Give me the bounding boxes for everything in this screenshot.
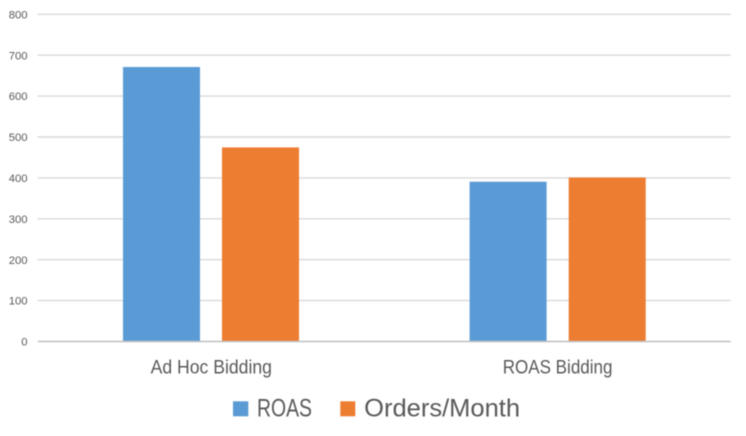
svg-text:600: 600 [9,91,28,103]
svg-text:Ad Hoc Bidding: Ad Hoc Bidding [151,357,272,378]
svg-text:100: 100 [9,296,28,308]
svg-text:Orders/Month: Orders/Month [364,395,520,423]
svg-text:200: 200 [9,255,28,267]
svg-text:ROAS: ROAS [257,395,312,423]
svg-text:800: 800 [9,9,28,21]
svg-text:0: 0 [21,337,27,349]
svg-text:ROAS Bidding: ROAS Bidding [503,357,613,378]
svg-text:700: 700 [9,50,28,62]
svg-text:300: 300 [9,214,28,226]
svg-text:400: 400 [9,173,28,185]
svg-text:500: 500 [9,132,28,144]
